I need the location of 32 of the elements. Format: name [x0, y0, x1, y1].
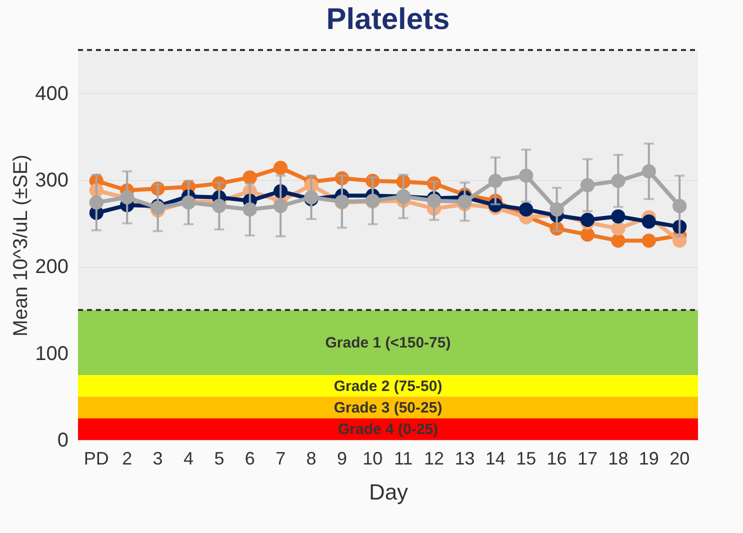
x-tick-label: 11 — [394, 448, 413, 468]
band-label: Grade 1 (<150-75) — [325, 334, 451, 352]
x-tick-label: 20 — [670, 448, 690, 468]
x-tick-label: 19 — [638, 448, 659, 468]
y-tick-label: 200 — [35, 256, 68, 278]
x-tick-label: 16 — [546, 448, 567, 468]
y-tick-label: 400 — [35, 82, 68, 105]
x-tick-label: 7 — [276, 448, 286, 468]
x-tick-label: 5 — [214, 448, 224, 468]
x-tick-label: 9 — [336, 448, 347, 468]
x-tick-label: 4 — [183, 448, 194, 468]
x-tick-label: PD — [84, 448, 109, 468]
x-tick-label: 8 — [306, 448, 316, 468]
x-tick-label: 12 — [424, 448, 444, 468]
x-tick-label: 17 — [577, 448, 598, 468]
x-tick-label: 18 — [608, 448, 628, 468]
x-axis-title: Day — [368, 480, 408, 504]
x-tick-label: 15 — [516, 448, 536, 468]
x-tick-label: 2 — [122, 448, 132, 468]
x-tick-label: 3 — [152, 448, 163, 468]
band-label: Grade 3 (50-25) — [334, 400, 442, 416]
y-tick-label: 100 — [35, 342, 68, 365]
y-tick-label: 300 — [35, 170, 68, 192]
y-tick-label: 0 — [57, 430, 68, 452]
band-label: Grade 2 (75-50) — [334, 378, 442, 395]
y-axis-title: Mean 10^3/uL (±SE) — [10, 154, 32, 336]
chart-title: Platelets — [326, 3, 450, 36]
x-tick-label: 14 — [485, 448, 506, 468]
x-tick-label: 13 — [454, 448, 475, 468]
x-tick-label: 6 — [244, 448, 255, 468]
x-tick-label: 10 — [362, 448, 383, 468]
band-label: Grade 4 (0-25) — [338, 421, 438, 438]
